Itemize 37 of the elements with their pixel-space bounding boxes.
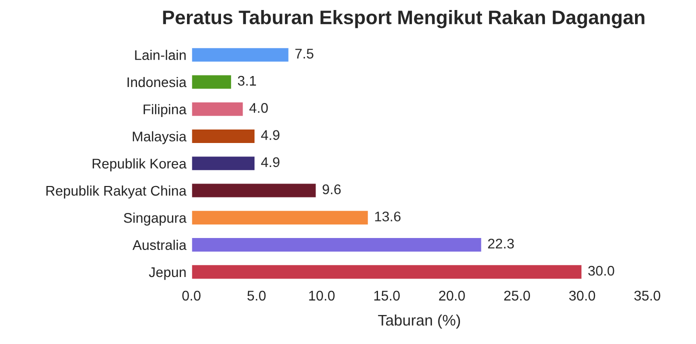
data-label: 13.6	[375, 212, 401, 222]
x-tick-label: 35.0	[634, 290, 660, 301]
bar	[191, 155, 256, 172]
bar	[191, 74, 232, 90]
bar	[191, 100, 244, 118]
data-label: 22.3	[488, 238, 514, 249]
y-tick-label: Republik Korea	[92, 158, 187, 172]
x-tick-label: 5.0	[247, 290, 266, 301]
data-label: 7.5	[295, 48, 314, 59]
bar	[191, 210, 370, 226]
bar	[191, 264, 583, 280]
x-tick-label: 0.0	[182, 290, 201, 301]
x-tick-label: 10.0	[309, 290, 335, 301]
x-axis-title: Taburan (%)	[378, 314, 460, 329]
data-label: 30.0	[588, 266, 614, 276]
data-label: 4.9	[261, 130, 280, 140]
data-label: 4.0	[249, 103, 268, 113]
bar	[191, 128, 256, 144]
x-tick-label: 25.0	[504, 290, 530, 301]
y-tick-label: Indonesia	[128, 76, 187, 88]
x-tick-label: 20.0	[439, 290, 465, 301]
y-tick-label: Filipina	[144, 104, 187, 118]
y-tick-label: Singapura	[124, 212, 187, 226]
bar	[191, 182, 318, 199]
data-label: 4.9	[261, 157, 280, 168]
data-label: 9.6	[322, 184, 341, 194]
x-tick-label: 15.0	[374, 290, 400, 301]
y-tick-label: Australia	[132, 240, 187, 250]
y-tick-label: Republik Rakyat China	[46, 186, 187, 198]
bar	[191, 46, 290, 64]
y-tick-label: Jepun	[148, 267, 186, 280]
data-label: 3.1	[238, 76, 256, 86]
bar	[191, 236, 483, 253]
y-tick-label: Malaysia	[132, 131, 187, 144]
y-tick-label: Lain-lain	[135, 50, 186, 60]
chart-title: Peratus Taburan Eksport Mengikut Rakan Dagangan	[163, 10, 644, 28]
x-tick-label: 30.0	[569, 290, 596, 301]
